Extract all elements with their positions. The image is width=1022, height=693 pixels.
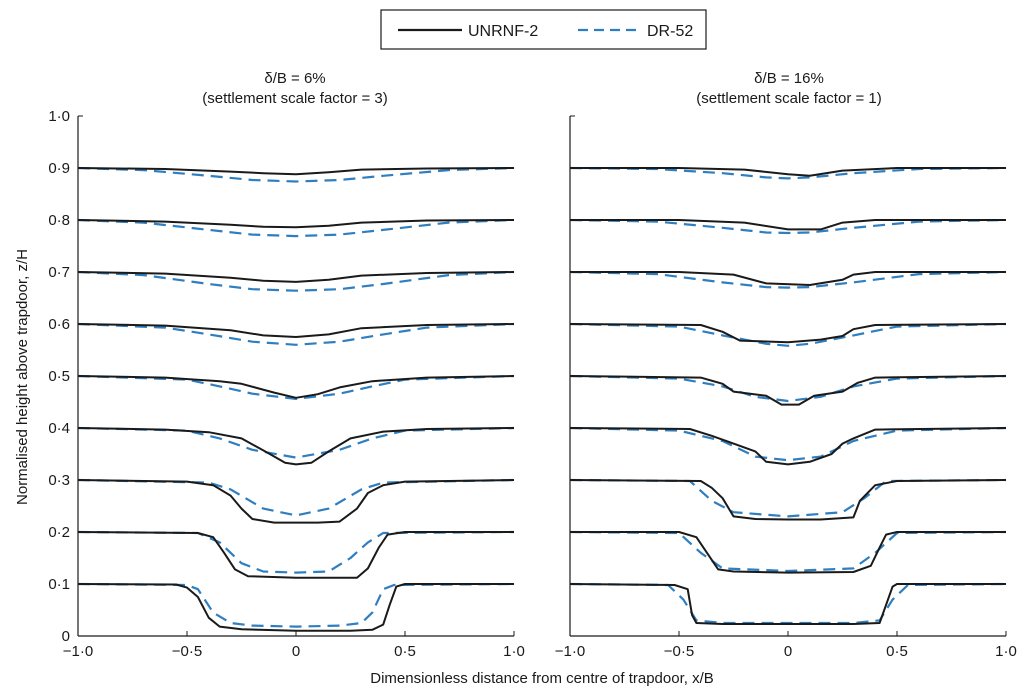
right-unrnf2-curve-0_1 <box>569 583 1006 625</box>
left-dr52-curve-0_4 <box>77 426 515 459</box>
left-panel-title-line1: δ/B = 6% <box>264 70 325 87</box>
right-dr52-curve-0_3 <box>569 478 1007 518</box>
left-unrnf2-curve-0_5 <box>77 375 515 399</box>
left-panel-title-line2: (settlement scale factor = 3) <box>202 90 388 107</box>
right-x-tick-label: −0·5 <box>664 643 694 660</box>
y-tick-label: 0 <box>62 628 70 645</box>
right-x-tick-label: 0·5 <box>886 643 908 660</box>
right-unrnf2-curve-0_2 <box>570 531 1006 574</box>
y-tick-label: 0·9 <box>48 160 70 177</box>
right-unrnf2-curve-0_9 <box>570 167 1006 177</box>
left-dr52-curve-0_7 <box>77 270 515 292</box>
right-panel-plot: −1·0 −0·5 0 0·5 1·0 <box>555 115 1017 660</box>
right-dr52-curve-0_6 <box>569 322 1007 347</box>
right-unrnf2-curve-0_5 <box>569 375 1007 406</box>
y-tick-label: 0·1 <box>48 576 70 593</box>
y-tick-label: 0·6 <box>48 316 70 333</box>
left-x-tick-label: −1·0 <box>63 643 93 660</box>
y-tick-label: 0·7 <box>48 264 70 281</box>
right-unrnf2-curve-0_7 <box>570 271 1006 286</box>
left-x-tick-label: 1·0 <box>503 643 525 660</box>
y-tick-label: 0·5 <box>48 368 70 385</box>
right-x-tick-label: −1·0 <box>555 643 585 660</box>
right-dr52-curve-0_2 <box>569 530 1007 573</box>
left-unrnf2-curve-0_4 <box>77 427 515 466</box>
y-tick-label: 1·0 <box>48 108 70 125</box>
left-dr52-curve-0_5 <box>77 374 515 400</box>
x-axis-label: Dimensionless distance from centre of tr… <box>370 670 714 687</box>
right-dr52-curve-0_7 <box>569 270 1007 289</box>
right-unrnf2-curve-0_8 <box>570 219 1006 231</box>
legend-label-unrnf-2: UNRNF-2 <box>468 23 538 40</box>
legend-label-dr-52: DR-52 <box>647 23 693 40</box>
left-panel-plot: 0 0·1 0·2 0·3 0·4 0·5 0·6 0·7 0·8 0·9 1·0 −1·0 −0·5 0… <box>48 108 525 660</box>
right-dr52-curve-0_4 <box>569 426 1007 462</box>
y-axis-label: Normalised height above trapdoor, z/H <box>14 249 31 505</box>
y-tick-label: 0·8 <box>48 212 70 229</box>
y-tick-label: 0·2 <box>48 524 70 541</box>
legend: UNRNF-2 DR-52 <box>380 9 707 50</box>
left-dr52-curve-0_3 <box>77 478 515 517</box>
left-x-tick-label: 0·5 <box>394 643 416 660</box>
right-x-tick-label: 0 <box>784 643 792 660</box>
y-tick-label: 0·4 <box>48 420 70 437</box>
left-unrnf2-curve-0_8 <box>77 219 515 229</box>
y-tick-label: 0·3 <box>48 472 70 489</box>
left-unrnf2-curve-0_2 <box>77 531 514 579</box>
left-dr52-curve-0_6 <box>77 322 515 346</box>
left-dr52-curve-0_2 <box>77 530 515 574</box>
left-unrnf2-curve-0_7 <box>77 271 515 283</box>
right-dr52-curve-0_1 <box>569 582 1007 625</box>
right-dr52-curve-0_5 <box>569 374 1007 403</box>
right-unrnf2-curve-0_4 <box>569 427 1007 466</box>
left-x-tick-label: −0·5 <box>172 643 202 660</box>
left-unrnf2-curve-0_6 <box>77 323 515 338</box>
left-x-tick-label: 0 <box>292 643 300 660</box>
left-unrnf2-curve-0_9 <box>77 167 515 176</box>
right-dr52-curve-0_8 <box>569 218 1007 235</box>
left-unrnf2-curve-0_3 <box>77 479 515 524</box>
right-unrnf2-curve-0_6 <box>569 323 1007 344</box>
right-dr52-curve-0_9 <box>569 166 1007 180</box>
right-unrnf2-curve-0_3 <box>569 479 1007 521</box>
left-dr52-curve-0_1 <box>77 582 515 628</box>
left-unrnf2-curve-0_1 <box>77 583 514 632</box>
left-dr52-curve-0_9 <box>77 166 515 183</box>
left-dr52-curve-0_8 <box>77 218 515 238</box>
right-panel-title-line2: (settlement scale factor = 1) <box>696 90 882 107</box>
right-x-tick-label: 1·0 <box>995 643 1017 660</box>
right-panel-title-line1: δ/B = 16% <box>754 70 824 87</box>
